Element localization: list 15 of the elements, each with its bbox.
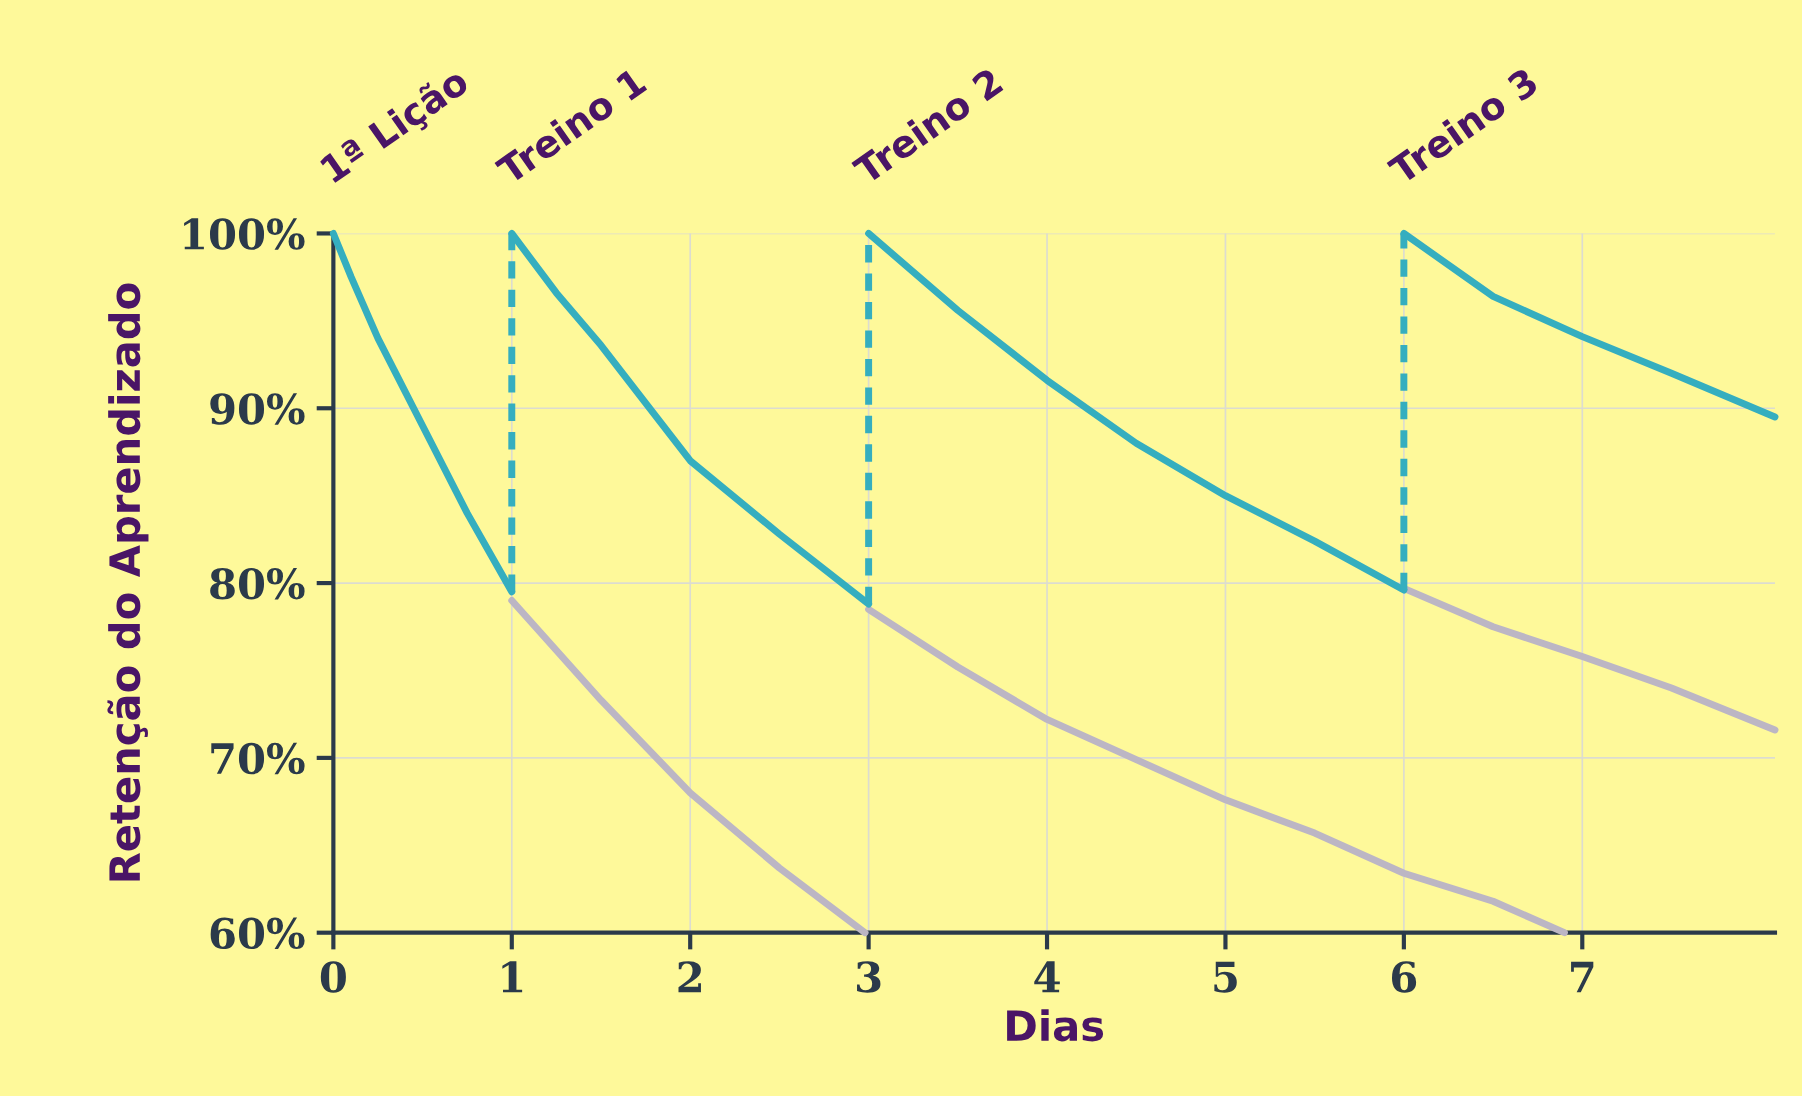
x-tick-label: 3 <box>857 961 881 993</box>
y-tick-label: 60% <box>210 917 305 950</box>
x-tick-label: 1 <box>502 961 523 993</box>
y-tick-label: 90% <box>210 393 305 425</box>
x-tick-label: 2 <box>678 961 701 993</box>
x-tick-label: 0 <box>320 961 346 993</box>
x-tick-label: 6 <box>1391 961 1417 993</box>
y-tick-label: 100% <box>184 218 305 250</box>
x-tick-label: 5 <box>1214 961 1237 993</box>
x-tick-label: 4 <box>1034 961 1060 993</box>
y-tick-label: 70% <box>211 742 305 775</box>
y-axis-title: Retenção do Aprendizado <box>107 283 149 881</box>
x-tick-label: 7 <box>1571 961 1594 993</box>
x-axis-title: Dias <box>1007 1009 1104 1042</box>
y-tick-label: 80% <box>210 567 305 600</box>
